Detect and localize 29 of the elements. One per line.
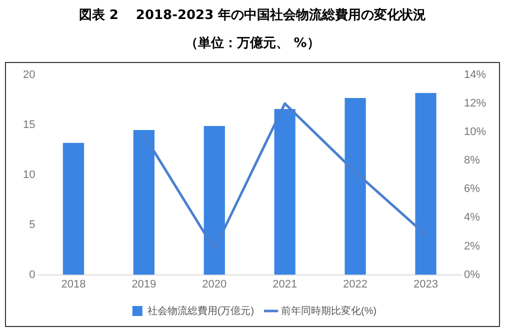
y-tick-label: 20 [22, 69, 36, 82]
legend-label: 前年同時期比変化(%) [281, 304, 377, 317]
x-tick-label: 2020 [202, 278, 227, 290]
y2-tick-label: 2% [464, 240, 480, 252]
y2-tick-label: 10% [464, 126, 486, 138]
bar [204, 126, 225, 275]
bar [274, 108, 296, 275]
bar [62, 142, 84, 275]
bar [415, 92, 436, 275]
bar [133, 130, 154, 275]
y-tick-label: 0 [29, 268, 36, 281]
y2-tick-label: 12% [464, 98, 486, 110]
chart-subtitle: （単位：万億元、 %） [184, 34, 321, 52]
y2-tick-label: 0% [464, 268, 480, 281]
y-tick-label: 10 [22, 168, 36, 181]
y2-tick-label: 8% [464, 154, 480, 167]
x-tick-label: 2023 [414, 278, 438, 290]
bar [344, 98, 366, 275]
y-tick-label: 5 [29, 218, 36, 231]
x-tick-label: 2018 [61, 278, 86, 290]
y2-tick-label: 14% [464, 69, 486, 82]
chart-title: 図表 2 2018-2023 年の中国社会物流総費用の変化状況 [78, 6, 428, 24]
legend-label: 社会物流総費用(万億元) [147, 304, 254, 317]
y2-tick-label: 6% [464, 183, 480, 196]
y2-tick-label: 4% [464, 212, 480, 224]
y-tick-label: 15 [22, 118, 36, 131]
x-tick-label: 2022 [343, 278, 368, 290]
x-tick-label: 2021 [272, 278, 298, 290]
x-tick-label: 2019 [132, 278, 156, 290]
